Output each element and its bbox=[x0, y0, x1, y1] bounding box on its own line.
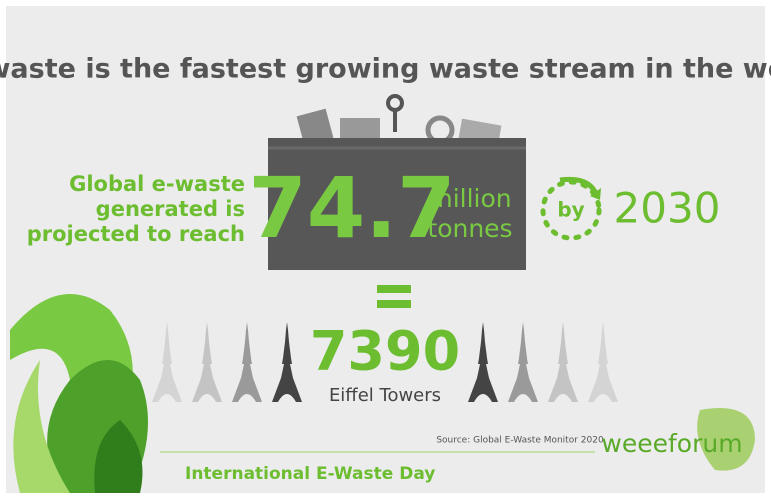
footer-text: International E-Waste Day bbox=[185, 464, 435, 484]
logo: weeeforum bbox=[601, 429, 742, 458]
lead-line: Global e-waste bbox=[69, 172, 245, 196]
equivalent-label: Eiffel Towers bbox=[329, 385, 441, 406]
amount-number: 74.7 bbox=[248, 159, 455, 257]
amount-unit: tonnes bbox=[427, 214, 512, 243]
swirl-decoration bbox=[10, 294, 149, 493]
logo-leaf bbox=[697, 408, 755, 471]
equals-sign bbox=[377, 285, 411, 293]
container-illustration bbox=[268, 94, 526, 270]
lead-line: generated is bbox=[96, 197, 245, 221]
equivalent-number: 7390 bbox=[310, 320, 460, 383]
equals-sign bbox=[377, 300, 411, 308]
title: E-waste is the fastest growing waste str… bbox=[0, 54, 771, 85]
amount-unit: million bbox=[428, 184, 511, 213]
by-label: by bbox=[557, 198, 584, 222]
source: Source: Global E-Waste Monitor 2020 bbox=[436, 436, 604, 446]
clock-icon bbox=[540, 176, 602, 241]
lead-line: projected to reach bbox=[27, 222, 245, 246]
target-year: 2030 bbox=[614, 184, 721, 233]
